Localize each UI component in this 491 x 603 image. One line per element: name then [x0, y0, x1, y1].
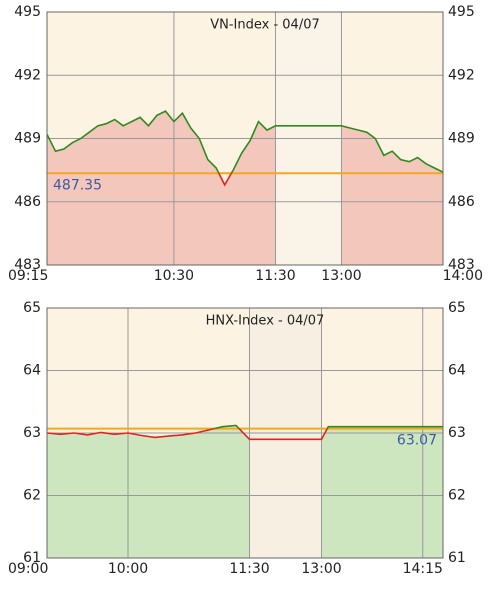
plot-border — [46, 307, 444, 559]
x-tick-label: 14:15 — [403, 561, 443, 577]
y-tick-label: 492 — [14, 67, 41, 83]
x-tick-label: 09:00 — [8, 561, 48, 577]
x-tick-label: 13:00 — [301, 561, 341, 577]
y-tick-label: 483 — [448, 257, 475, 273]
series-line — [210, 424, 443, 429]
x-tick-label: 10:30 — [154, 268, 194, 284]
x-tick-label: 11:30 — [255, 268, 295, 284]
y-tick-label: 64 — [23, 363, 41, 379]
y-tick-label: 61 — [23, 550, 41, 566]
x-tick-label: 11:30 — [229, 561, 269, 577]
y-tick-label: 64 — [448, 363, 466, 379]
chart: 61 61 62 62 63 63 64 64 65 65 09:00 10:00 11:30 13:00… — [8, 300, 466, 577]
x-tick-label: 14:00 — [443, 268, 483, 284]
y-tick-label: 495 — [448, 4, 475, 20]
plot-border — [46, 11, 444, 266]
y-tick-label: 486 — [14, 194, 41, 210]
y-tick-label: 489 — [14, 131, 41, 147]
x-tick-label: 09:15 — [8, 268, 48, 284]
y-tick-label: 63 — [448, 425, 466, 441]
area — [47, 111, 443, 265]
series-line — [47, 110, 443, 174]
y-tick-label: 486 — [448, 194, 475, 210]
chart-title: VN-Index - 04/07 — [210, 18, 320, 33]
chart-title: HNX-Index - 04/07 — [206, 314, 325, 329]
reference-label: 487.35 — [53, 177, 102, 193]
y-tick-label: 495 — [14, 4, 41, 20]
y-tick-label: 62 — [23, 488, 41, 504]
reference-label: 63.07 — [397, 433, 437, 449]
y-tick-label: 483 — [14, 257, 41, 273]
area — [47, 425, 443, 558]
y-tick-label: 63 — [23, 425, 41, 441]
y-tick-label: 62 — [448, 488, 466, 504]
y-tick-label: 65 — [23, 300, 41, 316]
y-tick-label: 492 — [448, 67, 475, 83]
x-tick-label: 13:00 — [321, 268, 361, 284]
y-tick-label: 61 — [448, 550, 466, 566]
series-line-below — [47, 428, 329, 441]
chart: 483 483 486 486 489 489 492 492 495 495 09:15 10:30… — [8, 4, 483, 284]
y-tick-label: 489 — [448, 131, 475, 147]
x-tick-label: 10:00 — [108, 561, 148, 577]
y-tick-label: 65 — [448, 300, 466, 316]
